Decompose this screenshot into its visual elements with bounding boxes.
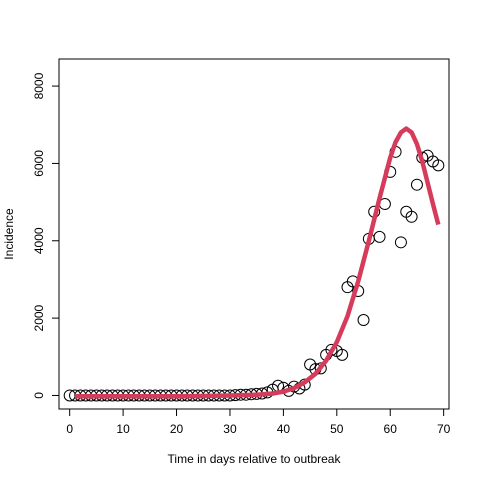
data-point <box>410 178 423 191</box>
x-tick-label: 10 <box>116 422 130 436</box>
data-point <box>405 210 418 223</box>
x-tick-label: 30 <box>223 422 237 436</box>
y-axis-title: Incidence <box>2 208 16 260</box>
x-tick-label: 50 <box>330 422 344 436</box>
x-tick-label: 0 <box>66 422 73 436</box>
fitted-curve <box>75 126 441 399</box>
data-points <box>63 145 445 402</box>
x-tick-label: 20 <box>170 422 184 436</box>
y-tick-label: 6000 <box>32 150 46 177</box>
plot-frame <box>58 58 450 410</box>
data-point <box>314 362 327 375</box>
x-tick-label: 60 <box>384 422 398 436</box>
x-tick-label: 70 <box>437 422 451 436</box>
y-tick-label: 0 <box>32 392 46 399</box>
x-tick-label: 40 <box>277 422 291 436</box>
y-axis: 0 2000 4000 6000 8000 <box>32 72 60 399</box>
data-point <box>394 236 407 249</box>
data-point <box>432 159 445 172</box>
x-axis: 0 10 20 30 40 50 60 70 <box>66 408 451 436</box>
x-axis-title: Time in days relative to outbreak <box>168 452 342 466</box>
data-point <box>373 230 386 243</box>
data-point <box>336 348 349 361</box>
y-tick-label: 8000 <box>32 72 46 99</box>
data-point <box>357 314 370 327</box>
fitted-curve-line <box>75 126 441 399</box>
y-tick-label: 4000 <box>32 227 46 254</box>
y-tick-label: 2000 <box>32 304 46 331</box>
